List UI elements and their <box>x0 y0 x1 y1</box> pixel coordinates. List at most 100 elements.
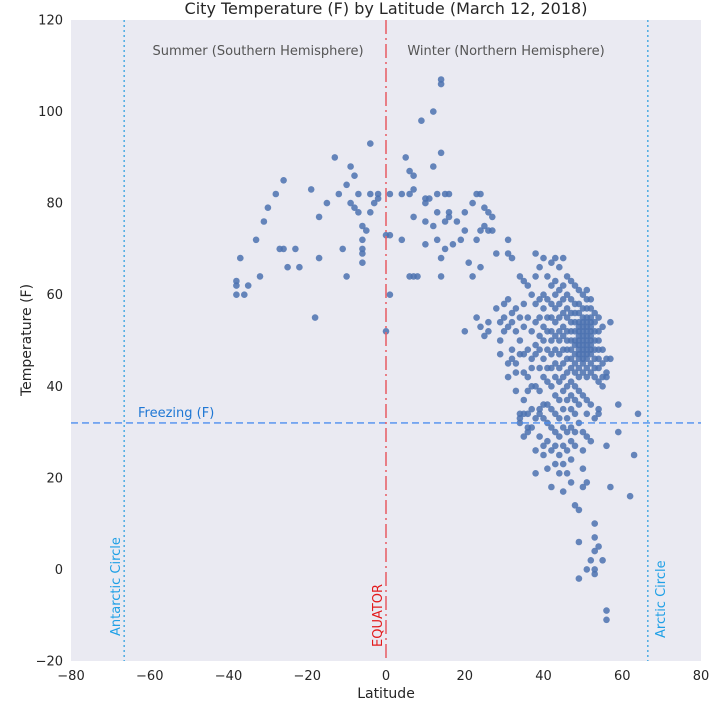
data-point <box>571 502 579 509</box>
data-point <box>359 236 366 244</box>
data-point <box>556 314 563 321</box>
data-point <box>433 209 441 216</box>
data-point <box>437 76 445 83</box>
data-point <box>563 305 571 312</box>
data-point <box>536 314 543 321</box>
data-point <box>284 263 291 271</box>
data-point <box>406 190 413 198</box>
data-point <box>567 456 575 463</box>
data-point <box>556 396 563 404</box>
data-point <box>579 360 587 367</box>
data-point <box>512 360 520 367</box>
data-point <box>587 437 595 445</box>
data-point <box>441 218 449 225</box>
x-tick-label: 80 <box>693 669 710 684</box>
data-point <box>548 282 555 289</box>
data-point <box>504 250 512 257</box>
data-point <box>548 364 555 372</box>
data-point <box>556 337 563 344</box>
data-point <box>465 259 473 267</box>
data-point <box>414 273 421 280</box>
data-point <box>567 296 575 303</box>
data-point <box>579 447 587 454</box>
data-point <box>599 557 606 564</box>
data-point <box>607 318 614 326</box>
data-point <box>280 177 287 184</box>
data-point <box>508 318 516 326</box>
data-point <box>571 442 579 450</box>
y-tick-label: 60 <box>46 288 63 303</box>
data-point <box>567 437 575 445</box>
data-point <box>532 318 539 326</box>
data-point <box>579 483 587 491</box>
data-point <box>559 442 567 450</box>
data-point <box>552 277 559 285</box>
data-point <box>552 254 559 262</box>
y-tick-label: −20 <box>36 655 63 670</box>
data-point <box>461 227 469 234</box>
data-point <box>559 387 567 395</box>
data-point <box>544 346 551 354</box>
data-point <box>595 543 602 550</box>
data-point <box>335 190 343 198</box>
data-point <box>516 419 524 427</box>
data-point <box>540 291 547 299</box>
data-point <box>508 254 516 262</box>
data-point <box>536 405 543 413</box>
data-point <box>307 186 315 193</box>
data-point <box>559 424 567 431</box>
data-point <box>552 318 559 326</box>
data-point <box>548 350 555 358</box>
data-point <box>520 433 528 440</box>
data-point <box>559 332 567 340</box>
data-point <box>540 305 547 312</box>
data-point <box>536 346 543 354</box>
data-point <box>575 286 583 294</box>
data-point <box>595 364 602 372</box>
data-point <box>359 250 366 257</box>
data-point <box>233 291 240 299</box>
data-point <box>591 309 598 317</box>
y-tick-label: 120 <box>38 14 63 29</box>
data-point <box>595 378 602 386</box>
data-point <box>496 318 504 326</box>
data-point <box>402 154 410 161</box>
data-point <box>567 378 575 386</box>
data-point <box>552 460 559 468</box>
freezing-annotation: Freezing (F) <box>138 406 214 421</box>
data-point <box>544 437 551 445</box>
data-point <box>370 199 378 207</box>
data-point <box>579 392 587 399</box>
data-point <box>504 373 512 381</box>
data-point <box>552 373 559 381</box>
data-point <box>559 254 567 262</box>
data-point <box>477 227 484 234</box>
data-point <box>386 231 394 239</box>
data-point <box>343 181 350 189</box>
data-point <box>575 387 583 395</box>
data-point <box>422 241 429 248</box>
data-point <box>398 236 406 244</box>
data-point <box>485 328 492 335</box>
data-point <box>595 410 602 418</box>
data-point <box>559 488 567 495</box>
data-point <box>512 305 520 312</box>
data-point <box>544 465 551 473</box>
data-point <box>532 273 539 280</box>
x-axis-label: Latitude <box>357 686 415 702</box>
data-point <box>548 314 555 321</box>
data-point <box>575 364 583 372</box>
data-point <box>556 286 563 294</box>
data-point <box>615 428 622 436</box>
data-point <box>575 373 583 381</box>
data-point <box>430 222 437 230</box>
data-point <box>599 383 606 390</box>
data-point <box>355 190 362 198</box>
data-point <box>512 387 520 395</box>
data-point <box>540 451 547 459</box>
data-point <box>410 213 417 221</box>
data-point <box>587 341 595 349</box>
y-tick-label: 40 <box>46 380 63 395</box>
data-point <box>532 350 539 358</box>
